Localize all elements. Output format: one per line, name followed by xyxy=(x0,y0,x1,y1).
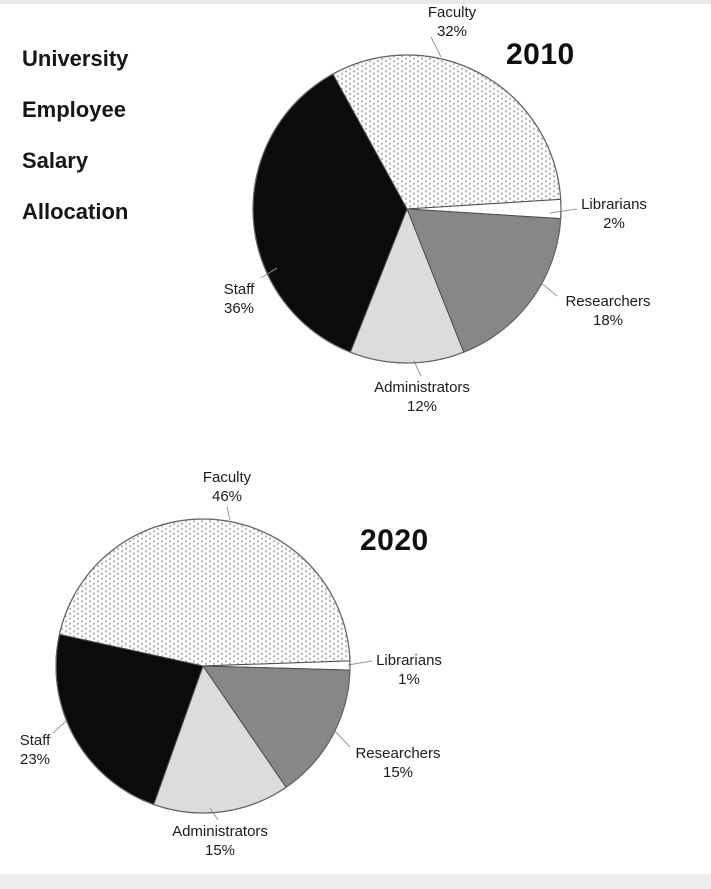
leader-line-2020-faculty xyxy=(226,506,231,521)
pie-outline-2010 xyxy=(252,54,562,364)
leader-line-2020-administrators xyxy=(209,807,219,821)
slice-label-percent: 23% xyxy=(19,751,51,768)
figure-title-line-4: Allocation xyxy=(22,199,129,224)
leader-line-2020-librarians xyxy=(347,660,373,666)
chart-title-2020: 2020 xyxy=(360,524,429,557)
slice-label-name: Librarians xyxy=(376,652,442,669)
slice-label-percent: 15% xyxy=(382,764,414,781)
slice-label-2020-librarians: Librarians 1% xyxy=(376,651,442,689)
slice-label-name: Staff xyxy=(19,732,51,749)
slice-label-2010-administrators: Administrators 12% xyxy=(374,378,470,416)
bottom-border-strip xyxy=(0,874,711,889)
slice-label-2020-faculty: Faculty 46% xyxy=(203,468,251,506)
slice-label-name: Librarians xyxy=(581,196,647,213)
slice-label-percent: 12% xyxy=(406,398,438,415)
slice-label-name: Administrators xyxy=(374,379,470,396)
slice-label-name: Researchers xyxy=(355,745,441,762)
slice-label-2010-librarians: Librarians 2% xyxy=(581,195,647,233)
pie-outline-2020 xyxy=(55,518,351,814)
slice-label-2010-researchers: Researchers 18% xyxy=(565,292,650,330)
slice-label-2010-faculty: Faculty 32% xyxy=(428,3,476,41)
slice-label-2020-administrators: Administrators 15% xyxy=(172,822,268,860)
slice-label-name: Staff xyxy=(223,281,255,298)
leader-line-2020-staff xyxy=(52,720,67,734)
slice-label-percent: 46% xyxy=(211,488,243,505)
slice-label-percent: 36% xyxy=(223,300,255,317)
slice-label-percent: 1% xyxy=(398,671,420,688)
leader-line-2010-administrators xyxy=(413,360,422,377)
slice-label-2010-staff: Staff 36% xyxy=(224,280,255,318)
slice-label-name: Faculty xyxy=(427,4,477,21)
leader-line-2020-researchers xyxy=(333,729,351,748)
slice-label-percent: 15% xyxy=(204,842,236,859)
figure-title-line-1: University xyxy=(22,46,129,71)
figure-title-line-2: Employee xyxy=(22,97,126,122)
figure-title: University Employee Salary Allocation xyxy=(22,33,128,237)
leader-line-2010-staff xyxy=(260,267,278,279)
slice-label-name: Administrators xyxy=(172,823,268,840)
slice-label-name: Faculty xyxy=(202,469,252,486)
leader-line-2010-researchers xyxy=(539,281,558,297)
slice-label-name: Researchers xyxy=(565,293,651,310)
leader-line-2010-faculty xyxy=(430,36,442,58)
slice-label-2020-researchers: Researchers 15% xyxy=(355,744,440,782)
chart-title-2010: 2010 xyxy=(506,38,575,71)
slice-label-2020-staff: Staff 23% xyxy=(20,731,51,769)
slice-label-percent: 2% xyxy=(603,215,625,232)
slice-label-percent: 32% xyxy=(436,23,468,40)
figure-title-line-3: Salary xyxy=(22,148,89,173)
slice-label-percent: 18% xyxy=(592,312,624,329)
top-border-strip xyxy=(0,0,711,4)
leader-line-2010-librarians xyxy=(549,208,578,214)
